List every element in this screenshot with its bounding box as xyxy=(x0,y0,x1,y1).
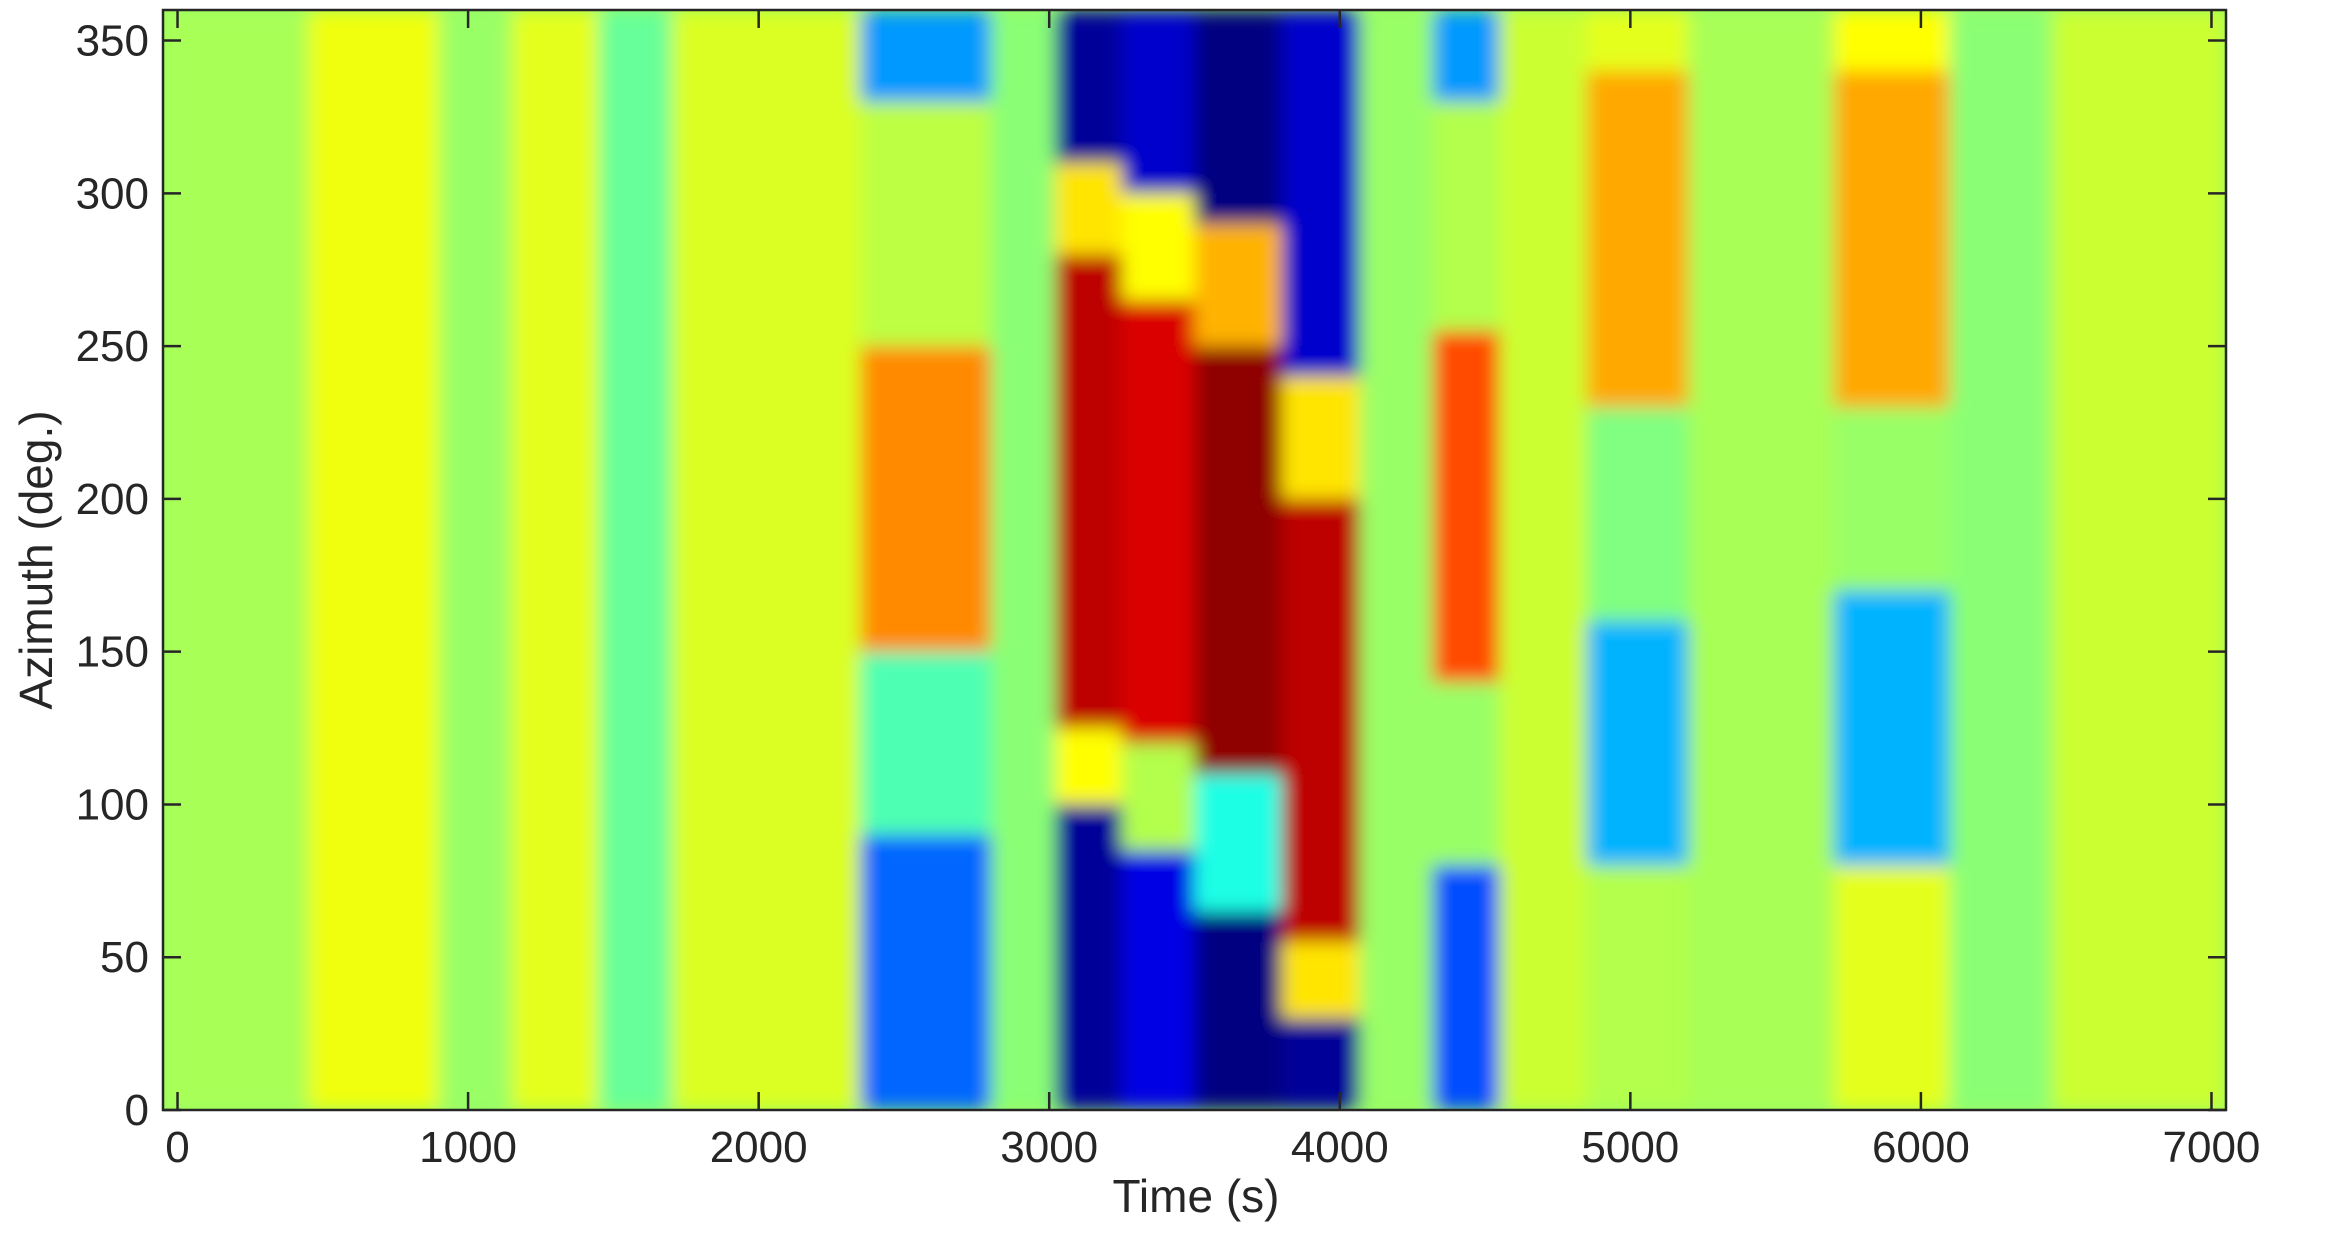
heatmap-cell xyxy=(1121,743,1195,851)
heatmap-cell xyxy=(1360,10,1433,1110)
heatmap-cell xyxy=(860,346,992,652)
heatmap-cell xyxy=(1586,407,1689,622)
heatmap-cell xyxy=(1586,865,1689,1110)
y-tick-label: 250 xyxy=(76,322,149,371)
heatmap-cell xyxy=(1121,850,1195,1110)
x-tick-label: 3000 xyxy=(1000,1123,1098,1172)
heatmap-cell xyxy=(1194,346,1282,774)
x-tick-label: 1000 xyxy=(419,1123,517,1172)
heatmap-cell xyxy=(991,10,1056,1110)
heatmap-cell xyxy=(1194,223,1282,347)
heatmap-cell xyxy=(1055,728,1122,805)
heatmap-cell xyxy=(1194,773,1282,912)
heatmap-cell xyxy=(1194,911,1282,1110)
x-tick-label: 4000 xyxy=(1291,1123,1389,1172)
plot-area xyxy=(163,10,2226,1110)
heatmap-cell xyxy=(439,10,512,1110)
x-tick-label: 7000 xyxy=(2163,1123,2261,1172)
heatmap-cell xyxy=(1499,10,1587,1110)
y-tick-label: 350 xyxy=(76,17,149,66)
y-tick-label: 0 xyxy=(125,1086,149,1135)
heatmap-cell xyxy=(1833,590,1950,866)
heatmap-cell xyxy=(1432,10,1500,102)
heatmap-cell xyxy=(1055,254,1122,729)
heatmap-cell xyxy=(163,10,323,1110)
y-tick-label: 50 xyxy=(100,933,149,982)
heatmap-cell xyxy=(1586,71,1689,408)
heatmap-cell xyxy=(1281,941,1361,1019)
heatmap-cell xyxy=(860,10,992,102)
y-tick-label: 200 xyxy=(76,475,149,524)
heatmap-cell xyxy=(1833,10,1950,72)
heatmap-cell xyxy=(1833,407,1950,591)
x-tick-label: 2000 xyxy=(710,1123,808,1172)
x-tick-label: 0 xyxy=(165,1123,189,1172)
heatmap-cell xyxy=(1121,10,1195,194)
heatmap-cell xyxy=(1055,804,1122,1110)
heatmap-cell xyxy=(1281,376,1361,499)
heatmap-cell xyxy=(1586,10,1689,72)
heatmap-cell xyxy=(511,10,599,1110)
heatmap-cell xyxy=(1281,10,1361,377)
heatmap-cell xyxy=(1586,621,1689,866)
heatmap-cell xyxy=(1194,10,1282,224)
x-tick-label: 5000 xyxy=(1581,1123,1679,1172)
heatmap-cell xyxy=(1833,71,1950,408)
heatmap-cell xyxy=(1055,10,1122,163)
heatmap-cell xyxy=(1121,193,1195,301)
heatmap-cell xyxy=(1121,300,1195,744)
heatmap-cell xyxy=(671,10,861,1110)
heatmap-cell xyxy=(860,651,992,835)
heatmap-cell xyxy=(1055,162,1122,255)
plot-frame xyxy=(161,8,2228,1112)
heatmap-cell xyxy=(1281,1018,1361,1110)
y-tick-label: 300 xyxy=(76,169,149,218)
heatmap-cell xyxy=(2051,10,2226,1110)
heatmap-cell xyxy=(1432,865,1500,1110)
x-axis-title: Time (s) xyxy=(1113,1170,1280,1222)
heatmap-cell xyxy=(1432,101,1500,331)
heatmap-cell xyxy=(1432,682,1500,866)
x-tick-label: 6000 xyxy=(1872,1123,1970,1172)
heatmap-cell xyxy=(1833,865,1950,1110)
heatmap-cell xyxy=(308,10,440,1110)
y-tick-label: 100 xyxy=(76,780,149,829)
heatmap-cell xyxy=(860,101,992,347)
heatmap-cell xyxy=(1949,10,2052,1110)
x-axis: 0 1000 2000 3000 4000 5000 6000 7000 xyxy=(165,10,2260,1172)
heatmap-cells xyxy=(163,10,2226,1110)
heatmap-cell xyxy=(598,10,672,1110)
y-axis-title: Azimuth (deg.) xyxy=(10,410,62,709)
heatmap-cell xyxy=(1432,330,1500,683)
heatmap-cell xyxy=(1281,498,1361,942)
heatmap-cell xyxy=(1688,10,1834,1110)
y-tick-label: 150 xyxy=(76,628,149,677)
y-axis: 0 50 100 150 200 250 300 350 xyxy=(76,17,2226,1135)
heatmap-cell xyxy=(860,835,992,1110)
